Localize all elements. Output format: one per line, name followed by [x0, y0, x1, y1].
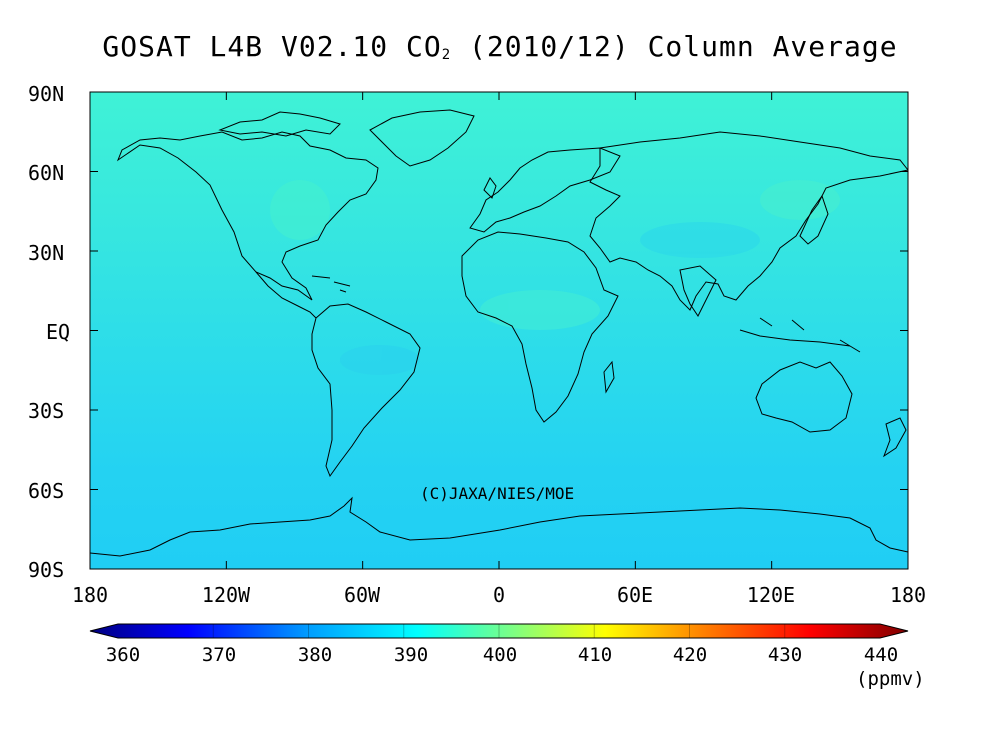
lat-label: 60N	[28, 161, 65, 185]
colorbar-label: 410	[577, 644, 613, 666]
colorbar-label: 360	[105, 644, 141, 666]
colorbar-label: 420	[672, 644, 708, 666]
copyright-credit: (C)JAXA/NIES/MOE	[420, 484, 575, 503]
lon-label: 120E	[746, 583, 796, 607]
coastline-new-zealand	[882, 417, 907, 458]
coastline-asia	[589, 131, 908, 311]
lon-label: 60E	[616, 583, 654, 607]
coastline-indonesia	[739, 317, 861, 353]
lat-label: 60S	[28, 479, 65, 503]
colorbar	[89, 623, 909, 639]
axis-ticks	[89, 91, 909, 570]
lon-label: 120W	[201, 583, 251, 607]
lat-label: EQ	[46, 320, 71, 344]
coastline-india	[679, 265, 717, 317]
lon-label: 0	[492, 583, 506, 607]
coastlines	[90, 109, 908, 557]
colorbar-label: 440	[863, 644, 899, 666]
map-title: GOSAT L4B V02.10 CO2 (2010/12) Column Av…	[102, 30, 898, 63]
coastline-australia	[755, 361, 853, 433]
colorbar-ticks	[212, 624, 786, 638]
coastline-north-america	[116, 131, 379, 301]
coastline-arctic-islands	[218, 111, 341, 137]
coastline-british-isles	[483, 177, 497, 199]
coastline-africa	[461, 231, 619, 423]
colorbar-label: 380	[297, 644, 333, 666]
lon-label: 60W	[343, 583, 381, 607]
lat-label: 90S	[28, 558, 65, 582]
lon-label: 180	[71, 583, 109, 607]
colorbar-label: 390	[393, 644, 429, 666]
coastline-antarctica	[90, 496, 908, 557]
coastline-japan	[799, 194, 829, 245]
coastline-greenland	[369, 109, 475, 167]
coastline-south-america	[311, 303, 421, 478]
colorbar-unit: (ppmv)	[856, 668, 925, 690]
coastline-central-america	[255, 271, 317, 319]
lat-label: 90N	[28, 82, 65, 106]
colorbar-label: 400	[482, 644, 518, 666]
lon-label: 180	[889, 583, 927, 607]
lat-label: 30N	[28, 241, 65, 265]
field-variations	[270, 180, 840, 375]
lat-label: 30S	[28, 399, 65, 423]
coastline-europe	[469, 147, 621, 233]
coastline-caribbean	[311, 275, 351, 293]
colorbar-label: 370	[201, 644, 237, 666]
coastline-madagascar	[603, 360, 615, 394]
colorbar-label: 430	[767, 644, 803, 666]
co2-field	[90, 92, 908, 569]
